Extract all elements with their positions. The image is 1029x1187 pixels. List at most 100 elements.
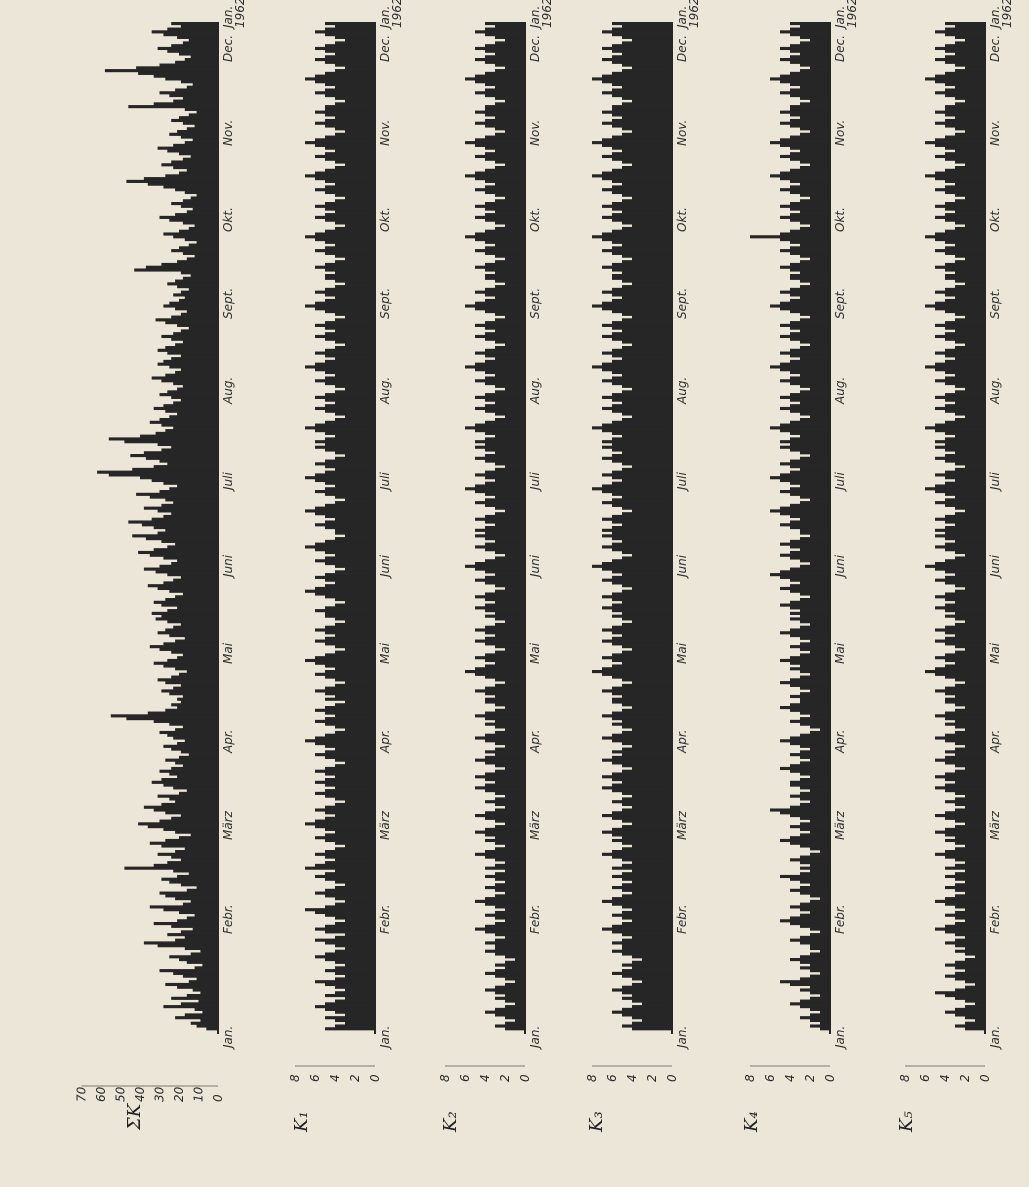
bar (325, 465, 375, 469)
bar (515, 1002, 525, 1006)
bar (622, 780, 672, 784)
bar (800, 260, 830, 264)
bar (955, 451, 985, 455)
bar (335, 703, 375, 707)
bar (790, 858, 830, 862)
bar (790, 470, 830, 474)
bar (335, 390, 375, 394)
bar (165, 838, 218, 843)
bar (790, 33, 830, 37)
bar (485, 298, 525, 303)
month-label: Juli (221, 472, 235, 492)
bar (495, 797, 525, 801)
bar (945, 22, 985, 26)
bar (800, 664, 830, 668)
bar (475, 639, 525, 643)
bar (800, 833, 830, 837)
bar (505, 977, 525, 981)
bar (800, 199, 830, 203)
bar (790, 287, 830, 291)
bar (186, 310, 218, 314)
bar (192, 138, 218, 142)
bar (325, 113, 375, 117)
bar (325, 33, 375, 37)
bar (335, 102, 375, 106)
bar (800, 866, 830, 870)
bar (126, 717, 218, 721)
bar (780, 506, 830, 510)
bar (935, 423, 985, 427)
bar (945, 833, 985, 837)
bar (955, 539, 985, 543)
bar (485, 310, 525, 314)
bar (475, 667, 525, 671)
bar (945, 44, 985, 48)
bar (925, 304, 985, 308)
bar (945, 359, 985, 363)
bar (965, 647, 985, 651)
bar (790, 492, 830, 496)
bar (165, 429, 218, 433)
bar (153, 600, 218, 604)
bar (780, 766, 830, 771)
bar (335, 944, 375, 948)
bar (165, 409, 218, 413)
bar (167, 462, 218, 466)
bar (495, 708, 525, 712)
bar (955, 132, 985, 136)
bar (325, 816, 375, 820)
bar (475, 265, 525, 269)
bar (955, 600, 985, 604)
bar (485, 514, 525, 519)
bar (810, 315, 830, 319)
bar (147, 182, 218, 186)
bar (945, 262, 985, 267)
bar (495, 41, 525, 45)
bar (592, 365, 672, 369)
bar (810, 789, 830, 793)
bar (800, 340, 830, 344)
bar (345, 700, 375, 704)
bar (485, 293, 525, 297)
bar (612, 850, 672, 854)
bar (186, 888, 218, 892)
bar (790, 107, 830, 111)
month-label: Apr. (675, 730, 689, 754)
bar (800, 761, 830, 765)
bar (945, 146, 985, 150)
bar (485, 700, 525, 704)
bar (955, 694, 985, 699)
bar (163, 1005, 218, 1009)
bar (935, 852, 985, 856)
bar (602, 58, 672, 62)
bar (495, 166, 525, 170)
bar (169, 692, 219, 696)
month-label: Juni (378, 554, 392, 579)
month-label: Jan. (988, 1026, 1002, 1050)
month-label: Nov. (833, 120, 847, 146)
bar (810, 946, 830, 951)
bar (612, 598, 672, 602)
bar (780, 874, 830, 879)
month-label: Sept. (378, 288, 392, 319)
bar (305, 658, 375, 663)
bar (780, 631, 830, 635)
bar (955, 412, 985, 416)
bar (955, 226, 985, 231)
bar (186, 210, 218, 214)
bar (622, 35, 672, 39)
bar (955, 312, 985, 316)
bar (955, 661, 985, 665)
bar (612, 700, 672, 704)
bar (790, 606, 830, 610)
bar (315, 323, 375, 327)
bar (167, 933, 218, 937)
bar (945, 33, 985, 37)
bar (505, 343, 525, 347)
bar (945, 581, 985, 585)
bar (935, 830, 985, 834)
bar (475, 188, 525, 192)
bar (169, 722, 219, 726)
bar (335, 243, 375, 247)
bar (177, 697, 218, 701)
